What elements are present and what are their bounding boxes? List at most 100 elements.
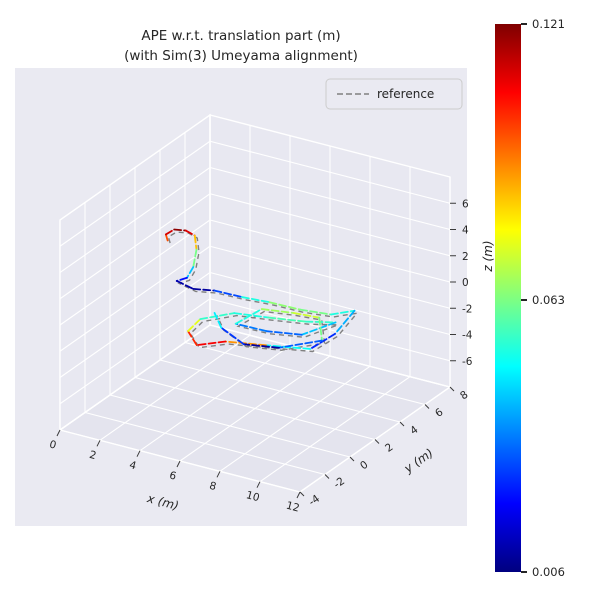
trajectory-segment: [318, 316, 323, 342]
trajectory-segment: [192, 288, 216, 292]
trajectory-segment: [192, 248, 198, 268]
reference-path: [167, 231, 359, 353]
title-line-2: (with Sim(3) Umeyama alignment): [124, 48, 358, 65]
tick-mark: [299, 491, 305, 497]
tick-mark: [176, 460, 181, 468]
trajectory-segment: [334, 309, 356, 335]
tick-mark: [56, 429, 61, 437]
title-line-1: APE w.r.t. translation part (m): [141, 28, 341, 44]
z-tick-label: 6: [462, 198, 469, 210]
trajectory: [164, 228, 359, 353]
z-axis-label: z (m): [481, 240, 495, 272]
gridline: [209, 271, 451, 336]
x-tick-label: 2: [88, 449, 98, 462]
colorbar-tick-label: 0.006: [532, 565, 565, 579]
colorbar-tick-min: 0.006: [521, 565, 565, 579]
gridline: [209, 219, 451, 283]
plot-title: APE w.r.t. translation part (m) (with Si…: [15, 26, 467, 67]
z-tick-label: 4: [462, 225, 469, 237]
tick-mark: [424, 404, 430, 409]
trajectory-segment: [242, 343, 280, 349]
tick-mark: [216, 471, 221, 478]
x-tick-label: 8: [208, 480, 218, 493]
trajectory-segment: [195, 340, 227, 347]
trajectory-segment: [186, 266, 195, 279]
gridline: [209, 140, 451, 204]
trajectory-segment: [299, 308, 332, 316]
trajectory-segment: [193, 234, 198, 251]
legend-box: [325, 78, 463, 110]
tick-mark: [399, 421, 405, 427]
colorbar-tick-label: 0.121: [532, 17, 565, 31]
gridline: [184, 341, 426, 406]
x-tick-label: 10: [245, 489, 261, 504]
z-tick-label: 0: [462, 277, 469, 289]
trajectory-segment: [278, 339, 323, 349]
tick-mark: [96, 440, 101, 447]
gridline: [209, 245, 451, 309]
colorbar-tick-mid: 0.063: [521, 293, 565, 307]
colorbar-tick-mark: [521, 571, 527, 573]
trajectory-segment: [234, 322, 268, 333]
trajectory-segment: [292, 312, 321, 319]
gridline: [84, 411, 326, 476]
z-tick-label: -4: [462, 330, 473, 342]
x-tick-label: 12: [285, 500, 301, 515]
trajectory-segment: [184, 229, 196, 237]
trajectory-segment: [164, 233, 169, 242]
gridline: [59, 245, 211, 352]
trajectory-segment: [187, 318, 202, 333]
trajectory-segment: [330, 309, 356, 316]
z-tick-label: -6: [462, 356, 473, 368]
trajectory-segment: [164, 228, 176, 236]
trajectory-segment: [213, 289, 243, 298]
trajectory-segment: [268, 301, 302, 311]
gridline: [59, 140, 211, 247]
colorbar-gradient: [495, 24, 521, 572]
trajectory-segment: [220, 326, 245, 346]
z-tick-label: -2: [462, 303, 472, 315]
colorbar-tick-mark: [521, 299, 527, 301]
tick-mark: [296, 491, 301, 499]
colorbar: 0.121 0.063 0.006: [495, 17, 565, 579]
gridline: [59, 272, 211, 378]
trajectory-segment: [213, 311, 223, 329]
gridline: [209, 298, 451, 362]
tick-mark: [374, 439, 380, 444]
gridline: [59, 193, 211, 300]
legend: reference: [325, 78, 463, 110]
tick-mark: [349, 456, 355, 462]
gridline: [59, 298, 211, 405]
colorbar-tick-max: 0.121: [521, 17, 565, 31]
trajectory-segment: [234, 308, 263, 325]
x-tick-label: 6: [168, 469, 178, 482]
tick-mark: [256, 481, 261, 488]
colorbar-tick-mark: [521, 23, 527, 25]
tick-mark: [136, 450, 141, 457]
trajectory-segment: [309, 332, 336, 350]
x-tick-label: 0: [48, 438, 58, 451]
gridline: [134, 376, 376, 441]
gridline: [209, 166, 451, 231]
colorbar-tick-label: 0.063: [532, 293, 565, 307]
gridline: [59, 167, 211, 273]
trajectory-segment: [173, 228, 187, 232]
trajectory-segment: [241, 296, 271, 304]
tick-marks: [56, 202, 456, 499]
trajectory-segment: [199, 312, 236, 321]
gridline: [209, 193, 451, 257]
gridline: [59, 219, 211, 326]
trajectory-segment: [260, 308, 295, 314]
trajectory-segment: [267, 316, 307, 323]
trajectory-segment: [300, 321, 337, 336]
gridline: [159, 359, 401, 423]
legend-label: reference: [377, 87, 434, 101]
trajectory-segment: [265, 330, 303, 336]
trajectory-segment: [187, 330, 198, 347]
gridline: [109, 394, 351, 458]
trajectory-segment: [175, 276, 188, 282]
tick-mark: [324, 474, 330, 479]
trajectory-segment: [224, 340, 267, 347]
